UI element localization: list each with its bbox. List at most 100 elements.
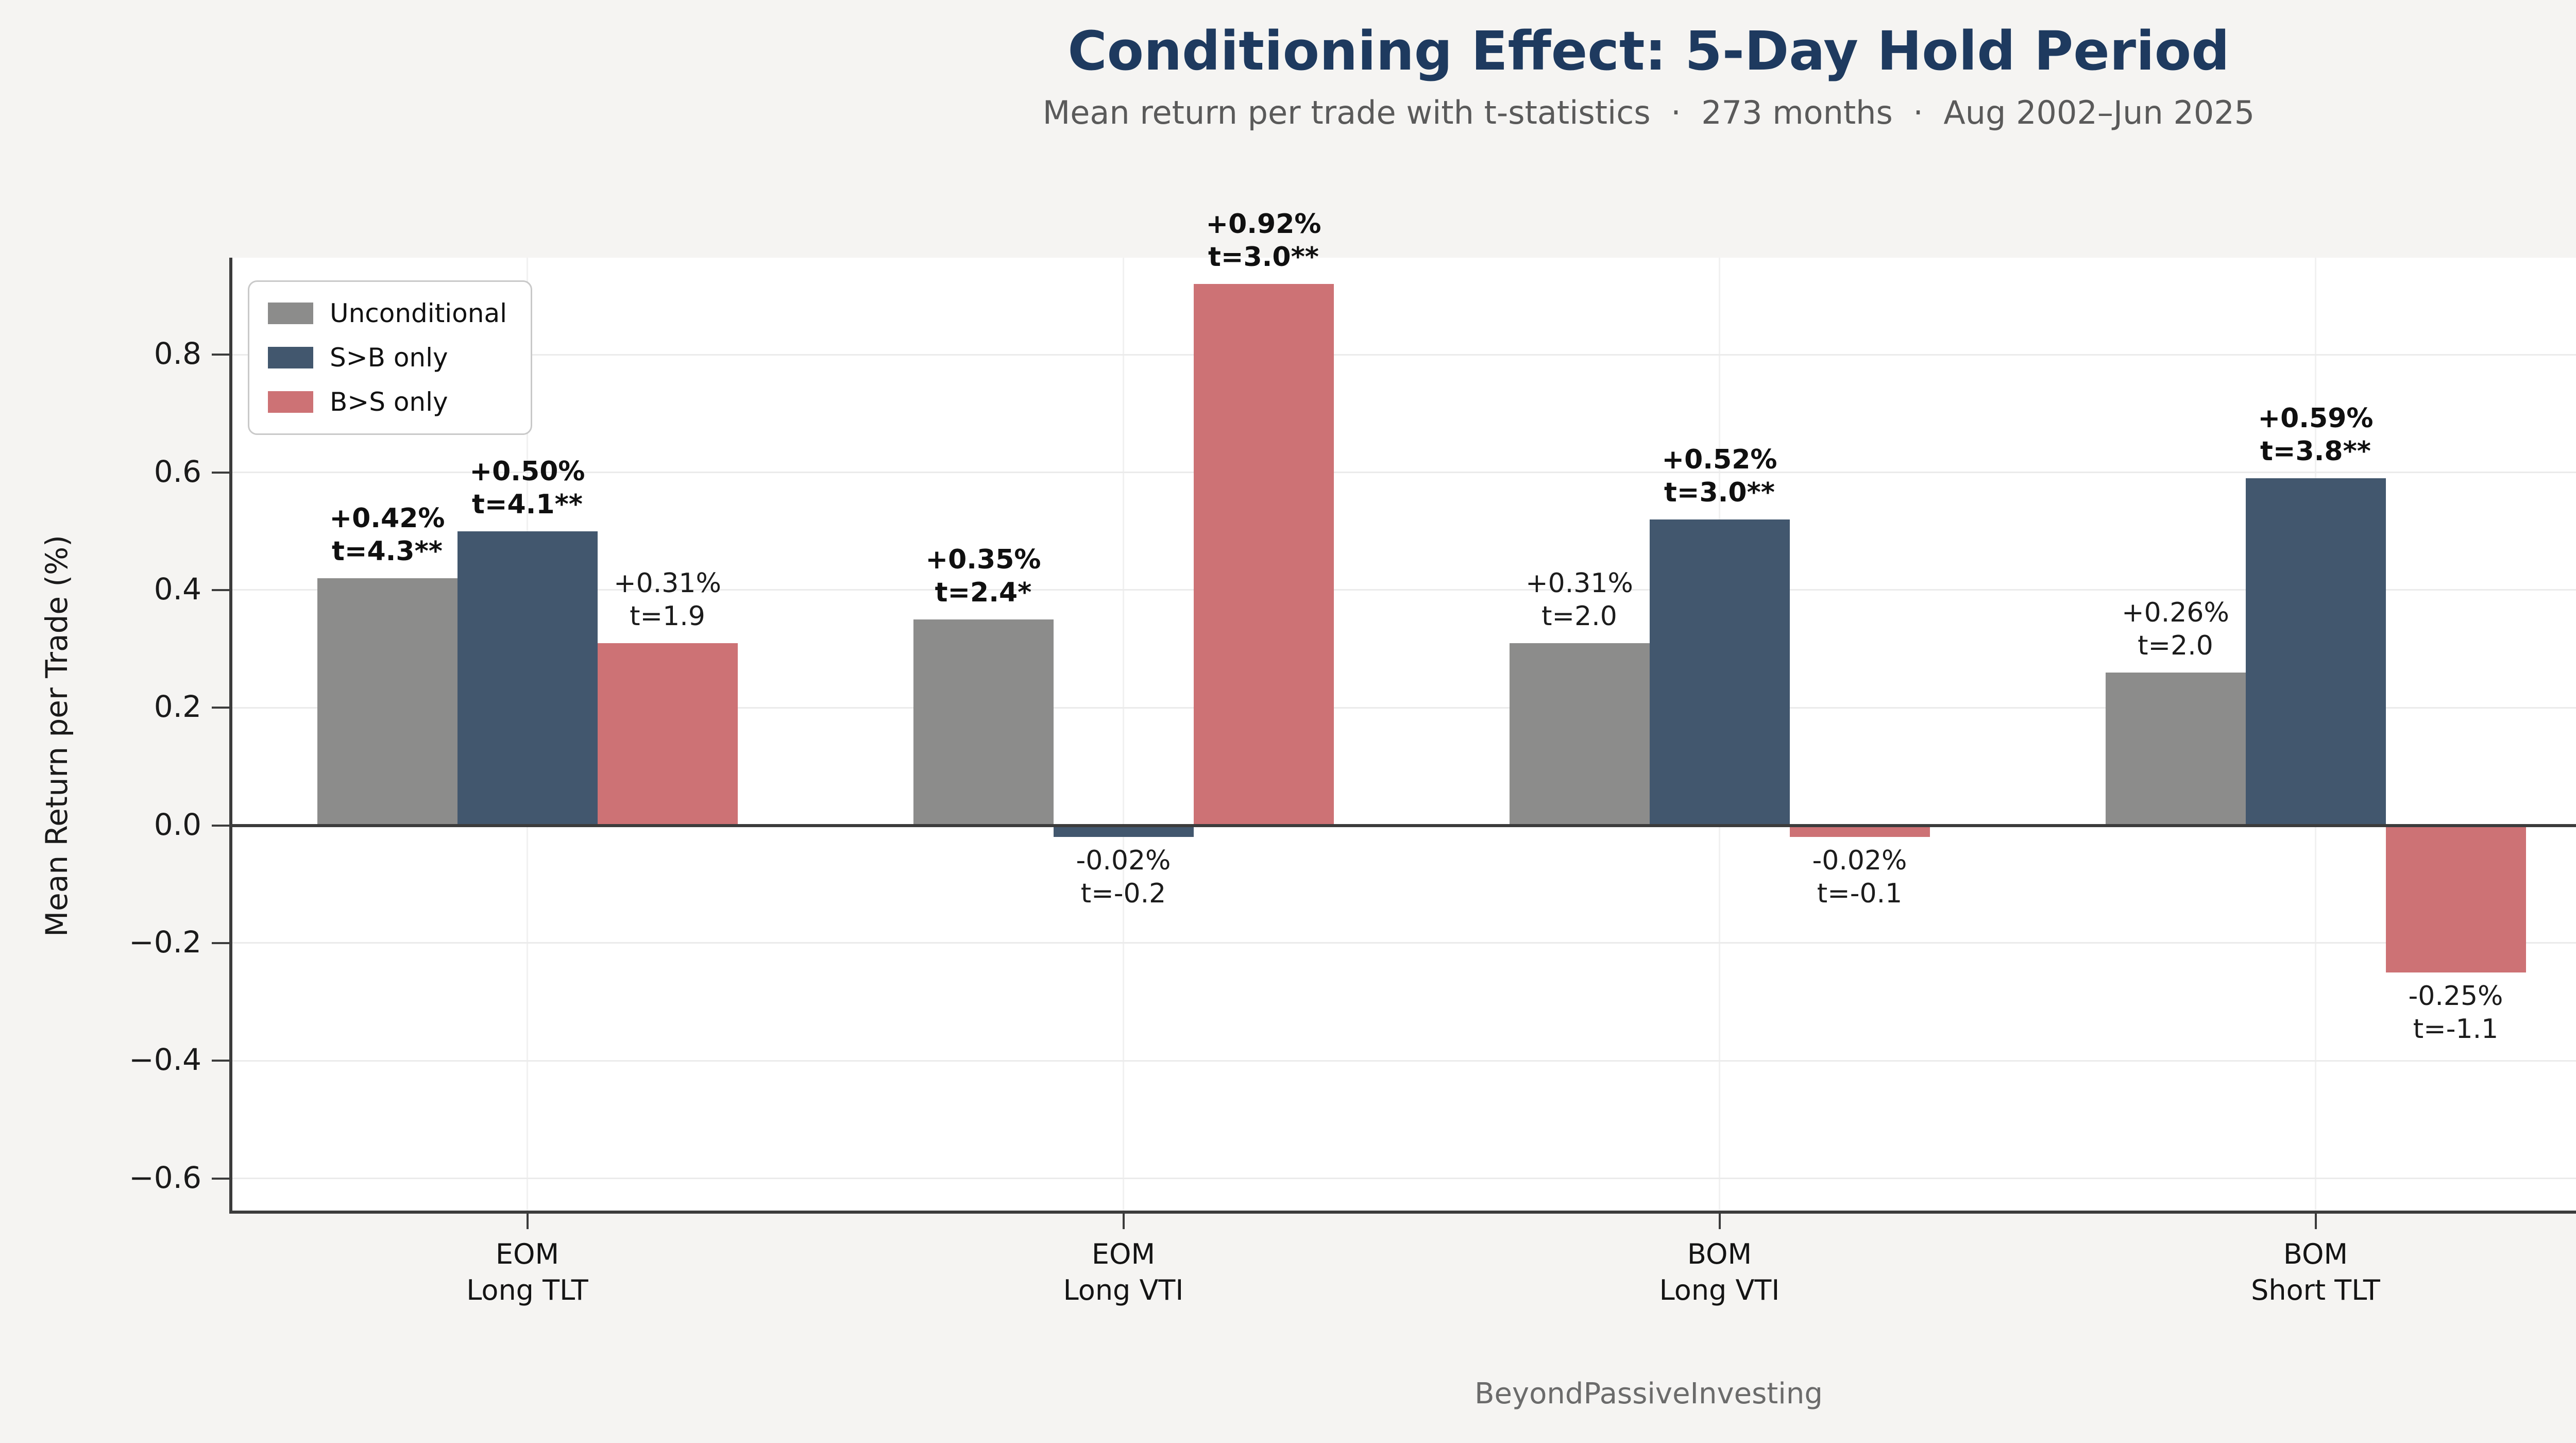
gridline-horizontal [229, 942, 2576, 944]
bar [2245, 478, 2386, 826]
bar [2385, 825, 2526, 972]
bar-tstat-label: t=3.0** [1208, 242, 1319, 273]
y-tick-mark [212, 354, 229, 356]
y-axis-spine [229, 258, 232, 1214]
bar-label: -0.02% t=-0.1 [1752, 844, 1968, 910]
zero-line [229, 824, 2576, 827]
bar-tstat-label: t=2.4* [935, 577, 1032, 609]
bar-value-label: +0.42% [329, 503, 445, 534]
legend-item: S>B only [268, 343, 507, 373]
x-tick-label-line1: EOM [1091, 1238, 1156, 1270]
x-tick-label: EOM Long VTI [969, 1236, 1278, 1308]
y-tick-label: −0.2 [129, 924, 201, 960]
bar-tstat-label: t=4.3** [332, 536, 443, 567]
bar-tstat-label: t=2.0 [1541, 600, 1617, 632]
x-tick-label-line1: BOM [2283, 1238, 2348, 1270]
y-axis-label-wrap: Mean Return per Trade (%) [31, 258, 82, 1214]
bar-value-label: +0.50% [469, 456, 585, 487]
bar-value-label: +0.92% [1206, 209, 1321, 240]
bar [597, 643, 738, 826]
legend-swatch [268, 391, 313, 413]
y-tick-label: −0.4 [129, 1042, 201, 1078]
bar [1649, 519, 1790, 826]
bar-label: +0.50% t=4.1** [419, 455, 636, 521]
bar-value-label: +0.31% [1526, 567, 1633, 599]
gridline-horizontal [229, 1060, 2576, 1062]
bar-tstat-label: t=4.1** [472, 489, 583, 520]
bar [317, 578, 457, 826]
y-tick-label: 0.4 [154, 571, 201, 607]
bar-value-label: +0.52% [1662, 444, 1777, 475]
legend-label: S>B only [330, 343, 448, 373]
bar-value-label: +0.26% [2122, 597, 2229, 628]
y-tick-label: 0.2 [154, 689, 201, 725]
bar [1193, 284, 1334, 826]
x-tick-label-line1: BOM [1687, 1238, 1752, 1270]
gridline-horizontal [229, 707, 2576, 709]
x-tick-label-line2: Short TLT [2251, 1274, 2380, 1306]
bar-value-label: -0.02% [1076, 845, 1171, 877]
legend: Unconditional S>B only B>S only [248, 280, 532, 435]
bar-tstat-label: t=3.8** [2260, 436, 2371, 467]
y-tick-label: 0.0 [154, 807, 201, 842]
x-tick-label: BOM Short TLT [2161, 1236, 2470, 1308]
bar [457, 531, 598, 826]
y-tick-label: −0.6 [129, 1160, 201, 1195]
bar-tstat-label: t=3.0** [1664, 477, 1775, 508]
bar-tstat-label: t=2.0 [2138, 630, 2213, 661]
y-tick-mark [212, 707, 229, 709]
bar-tstat-label: t=1.9 [630, 600, 705, 632]
legend-item: Unconditional [268, 298, 507, 328]
y-tick-label: 0.6 [154, 454, 201, 489]
bar-tstat-label: t=-0.1 [1817, 878, 1903, 910]
bar-value-label: +0.35% [925, 544, 1041, 576]
bar-value-label: +0.59% [2258, 403, 2374, 434]
gridline-horizontal [229, 472, 2576, 474]
chart-subtitle: Mean return per trade with t-statistics … [1042, 94, 2255, 131]
gridline-horizontal [229, 589, 2576, 591]
bar-label: +0.59% t=3.8** [2208, 402, 2424, 468]
bar-label: -0.02% t=-0.2 [1015, 844, 1232, 910]
x-tick-mark [526, 1214, 529, 1229]
y-tick-mark [212, 824, 229, 827]
y-tick-mark [212, 1060, 229, 1062]
bar [913, 619, 1054, 826]
x-axis-spine [229, 1211, 2576, 1214]
x-tick-label-line2: Long VTI [1659, 1274, 1780, 1306]
legend-label: Unconditional [330, 298, 507, 328]
bar-tstat-label: t=-1.1 [2413, 1013, 2499, 1045]
y-tick-mark [212, 942, 229, 944]
bar-label: +0.92% t=3.0** [1156, 208, 1372, 274]
y-axis-label: Mean Return per Trade (%) [39, 534, 74, 937]
bar-value-label: +0.31% [614, 567, 721, 599]
bar-label: +0.31% t=1.9 [560, 567, 776, 633]
bar-value-label: -0.02% [1812, 845, 1907, 877]
x-tick-mark [1718, 1214, 1721, 1229]
bar-label: +0.26% t=2.0 [2067, 596, 2284, 662]
y-tick-mark [212, 471, 229, 474]
bar-label: +0.35% t=2.4* [875, 543, 1092, 609]
y-tick-mark [212, 589, 229, 591]
x-tick-label: EOM Long TLT [373, 1236, 682, 1308]
legend-swatch [268, 347, 313, 368]
x-tick-label-line1: EOM [495, 1238, 560, 1270]
y-tick-mark [212, 1177, 229, 1180]
x-tick-label: BOM Long VTI [1565, 1236, 1874, 1308]
bar-label: +0.42% t=4.3** [279, 502, 496, 568]
watermark: BeyondPassiveInvesting [1475, 1377, 1823, 1411]
bar [1509, 643, 1650, 826]
bar [1789, 825, 1930, 837]
gridline-vertical [1123, 258, 1124, 1214]
x-tick-mark [2314, 1214, 2317, 1229]
x-tick-mark [1122, 1214, 1125, 1229]
x-tick-label-line2: Long VTI [1063, 1274, 1184, 1306]
legend-label: B>S only [330, 387, 448, 417]
y-tick-label: 0.8 [154, 336, 201, 372]
bar-tstat-label: t=-0.2 [1080, 878, 1166, 910]
chart-title: Conditioning Effect: 5-Day Hold Period [1067, 20, 2230, 82]
bar-label: -0.25% t=-1.1 [2348, 980, 2564, 1046]
bar-label: +0.52% t=3.0** [1612, 443, 1828, 509]
gridline-horizontal [229, 354, 2576, 356]
